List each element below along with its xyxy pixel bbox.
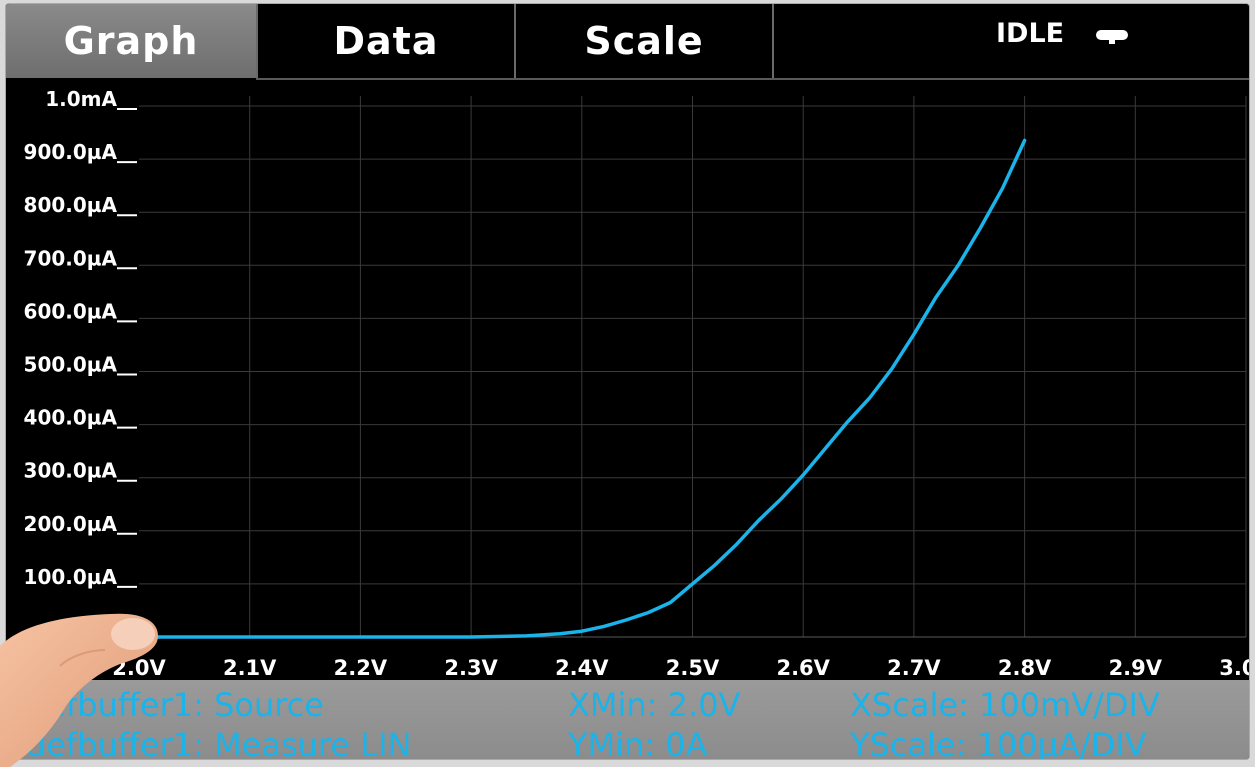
y-tick-label: 100.0µA bbox=[24, 565, 118, 589]
xscale-label: XScale: 100mV/DIV bbox=[850, 686, 1160, 724]
y-tick-label: 500.0µA bbox=[24, 353, 118, 377]
x-tick-label: 2.1V bbox=[223, 656, 277, 680]
x-tick-label: 2.2V bbox=[334, 656, 388, 680]
y-tick-label: 800.0µA bbox=[24, 193, 118, 217]
x-tick-label: 2.8V bbox=[998, 656, 1052, 680]
status-area[interactable]: IDLE bbox=[772, 4, 1249, 78]
chart-grid bbox=[139, 96, 1247, 637]
x-tick-label: 2.6V bbox=[776, 656, 830, 680]
y-tick-label: 700.0µA bbox=[24, 246, 118, 270]
instrument-screen: Graph Data Scale IDLE 2.0V 2.1V 2.2V 2.3V 2.… bbox=[6, 4, 1249, 759]
tab-divider bbox=[256, 78, 1249, 80]
x-tick-label: 3.0V bbox=[1219, 656, 1249, 680]
iv-chart[interactable]: 2.0V 2.1V 2.2V 2.3V 2.4V 2.5V 2.6V 2.7V 2.8V 2.9V… bbox=[6, 80, 1249, 680]
graph-info-bar: defbuffer1: Source defbuffer1: Measure L… bbox=[6, 680, 1249, 759]
trace-source-label: defbuffer1: Source bbox=[26, 686, 324, 724]
tab-bar: Graph Data Scale IDLE bbox=[6, 4, 1249, 80]
tab-data[interactable]: Data bbox=[256, 4, 514, 78]
x-tick-label: 2.0V bbox=[112, 656, 166, 680]
ymin-label: YMin: 0A bbox=[568, 726, 708, 759]
x-tick-label: 2.4V bbox=[555, 656, 609, 680]
x-tick-label: 2.9V bbox=[1109, 656, 1163, 680]
tab-graph[interactable]: Graph bbox=[6, 4, 256, 78]
idle-indicator-icon bbox=[1096, 30, 1128, 44]
y-tick-label: 600.0µA bbox=[24, 299, 118, 323]
chart-axes: 2.0V 2.1V 2.2V 2.3V 2.4V 2.5V 2.6V 2.7V 2.8V 2.9V… bbox=[24, 87, 1249, 680]
y-tick-label: 300.0µA bbox=[24, 459, 118, 483]
x-tick-label: 2.7V bbox=[887, 656, 941, 680]
y-tick-label: 400.0µA bbox=[24, 406, 118, 430]
yscale-label: YScale: 100µA/DIV bbox=[850, 726, 1147, 759]
status-label: IDLE bbox=[996, 18, 1065, 49]
graph-area[interactable]: 2.0V 2.1V 2.2V 2.3V 2.4V 2.5V 2.6V 2.7V 2.8V 2.9V… bbox=[6, 80, 1249, 680]
chart-series bbox=[137, 138, 1027, 639]
series-line bbox=[137, 138, 1027, 639]
xmin-label: XMin: 2.0V bbox=[568, 686, 741, 724]
y-tick-label: 1.0mA bbox=[45, 87, 117, 111]
y-tick-label: 0A bbox=[88, 618, 118, 642]
y-tick-label: 900.0µA bbox=[24, 140, 118, 164]
y-tick-label: 200.0µA bbox=[24, 512, 118, 536]
tab-scale[interactable]: Scale bbox=[514, 4, 772, 78]
x-tick-label: 2.3V bbox=[444, 656, 498, 680]
x-tick-label: 2.5V bbox=[666, 656, 720, 680]
trace-measure-label: defbuffer1: Measure LIN bbox=[26, 726, 412, 759]
